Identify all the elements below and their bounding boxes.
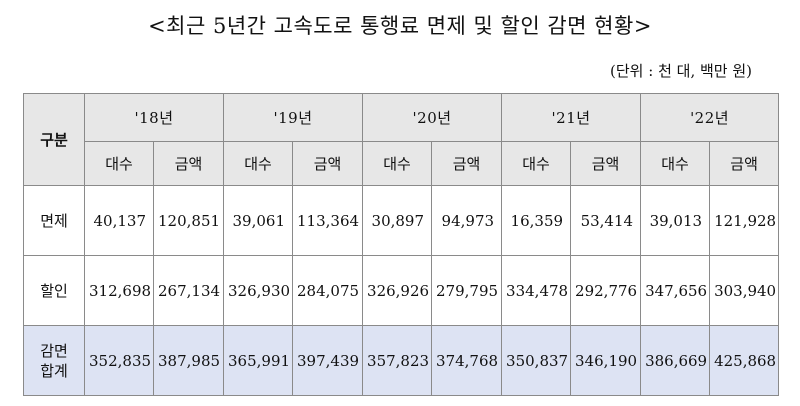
table-cell: 374,768 — [431, 325, 503, 396]
table-cell: 16,359 — [501, 185, 572, 256]
table-cell: 346,190 — [570, 325, 642, 396]
table-cell: 121,928 — [709, 185, 780, 256]
year-header: '18년 — [83, 93, 225, 142]
table-cell: 312,698 — [84, 255, 154, 326]
table-cell: 292,776 — [570, 255, 642, 326]
sub-header-amount: 금액 — [292, 141, 364, 186]
toll-reduction-table: 구분 '18년 '19년 '20년 '21년 '22년 대수 금액 대수 금액 … — [23, 93, 780, 396]
sub-header-amount: 금액 — [709, 141, 780, 186]
sub-header-count: 대수 — [84, 141, 154, 186]
table-cell: 347,656 — [640, 255, 711, 326]
table-cell: 267,134 — [152, 255, 225, 326]
table-cell: 326,930 — [223, 255, 294, 326]
unit-note: (단위 : 천 대, 백만 원) — [610, 62, 752, 80]
table-cell: 352,835 — [84, 325, 154, 396]
sub-header-count: 대수 — [362, 141, 433, 186]
table-row-total: 감면 합계 352,835 387,985 365,991 397,439 35… — [23, 325, 780, 396]
corner-header: 구분 — [23, 93, 85, 186]
year-header: '22년 — [640, 93, 780, 142]
table-cell: 94,973 — [431, 185, 503, 256]
table-row-discount: 할인 312,698 267,134 326,930 284,075 326,9… — [23, 255, 780, 326]
sub-header-count: 대수 — [501, 141, 572, 186]
table-row-exemption: 면제 40,137 120,851 39,061 113,364 30,897 … — [23, 185, 780, 256]
row-label-total: 감면 합계 — [23, 325, 85, 396]
table-cell: 386,669 — [640, 325, 711, 396]
table-cell: 279,795 — [431, 255, 503, 326]
table-cell: 350,837 — [501, 325, 572, 396]
table-cell: 334,478 — [501, 255, 572, 326]
table-cell: 425,868 — [709, 325, 780, 396]
row-label: 면제 — [23, 185, 85, 256]
table-cell: 284,075 — [292, 255, 364, 326]
page-title: <최근 5년간 고속도로 통행료 면제 및 할인 감면 현황> — [148, 14, 652, 38]
table-cell: 303,940 — [709, 255, 780, 326]
year-header: '21년 — [501, 93, 642, 142]
sub-header-amount: 금액 — [570, 141, 642, 186]
row-label-line: 합계 — [40, 361, 68, 380]
table-cell: 40,137 — [84, 185, 154, 256]
sub-header-count: 대수 — [640, 141, 711, 186]
table-cell: 326,926 — [362, 255, 433, 326]
sub-header-count: 대수 — [223, 141, 294, 186]
table-cell: 39,013 — [640, 185, 711, 256]
sub-header-amount: 금액 — [431, 141, 503, 186]
table-cell: 30,897 — [362, 185, 433, 256]
table-cell: 365,991 — [223, 325, 294, 396]
table-cell: 357,823 — [362, 325, 433, 396]
sub-header-amount: 금액 — [152, 141, 225, 186]
row-label-line: 감면 — [40, 341, 68, 360]
table-cell: 120,851 — [152, 185, 225, 256]
row-label: 할인 — [23, 255, 85, 326]
table-cell: 113,364 — [292, 185, 364, 256]
year-header: '20년 — [362, 93, 503, 142]
table-cell: 397,439 — [292, 325, 364, 396]
table-cell: 387,985 — [152, 325, 225, 396]
table-cell: 53,414 — [570, 185, 642, 256]
year-header: '19년 — [223, 93, 364, 142]
table-cell: 39,061 — [223, 185, 294, 256]
